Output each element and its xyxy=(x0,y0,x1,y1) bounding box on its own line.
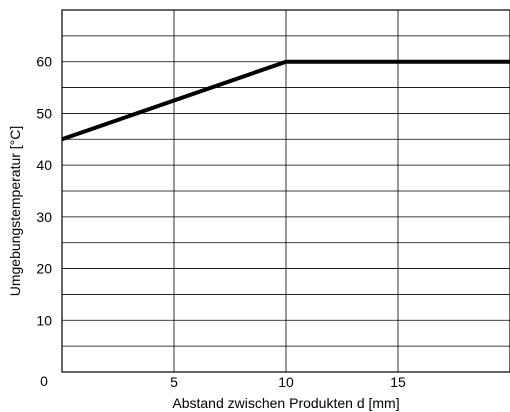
y-tick-label: 40 xyxy=(36,157,52,173)
origin-label: 0 xyxy=(40,373,48,389)
tick-labels: 10 20 30 40 50 60 5 10 15 xyxy=(36,54,406,390)
x-tick-label: 10 xyxy=(278,374,294,390)
grid xyxy=(62,10,510,372)
y-axis-label: Umgebungstemperatur [°C] xyxy=(7,126,23,297)
x-axis-label: Abstand zwischen Produkten d [mm] xyxy=(172,395,399,411)
series-line xyxy=(61,59,510,142)
x-tick-label: 5 xyxy=(170,374,178,390)
y-tick-label: 20 xyxy=(36,261,52,277)
y-tick-label: 60 xyxy=(36,54,52,70)
y-tick-label: 30 xyxy=(36,209,52,225)
y-tick-label: 10 xyxy=(36,312,52,328)
plot-frame xyxy=(61,9,510,373)
y-tick-label: 50 xyxy=(36,105,52,121)
series-layer xyxy=(61,59,510,142)
x-tick-label: 15 xyxy=(390,374,406,390)
